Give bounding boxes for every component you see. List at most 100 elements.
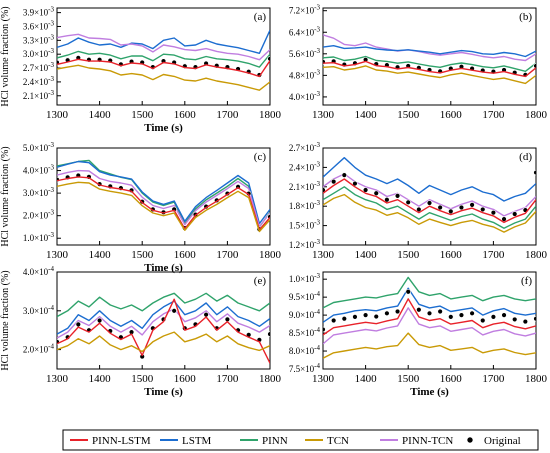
original-point <box>57 176 60 183</box>
original-point <box>267 56 270 62</box>
y-tick-label: 2.4×10-3 <box>289 160 321 172</box>
original-point <box>96 317 103 324</box>
x-tick-label: 1600 <box>174 249 197 261</box>
original-point <box>511 316 518 323</box>
series-line-pinn-lstm <box>323 60 536 78</box>
y-tick-label: 4.8×10-3 <box>289 68 321 80</box>
original-point <box>323 326 326 333</box>
y-axis-label: HCl volume fraction (%) <box>0 270 11 370</box>
y-tick-label: 3.3×10-3 <box>23 33 55 45</box>
x-tick-label: 1400 <box>89 373 112 385</box>
y-tick-label: 1.2×10-3 <box>289 238 321 250</box>
plot-area <box>322 7 537 106</box>
y-tick-label: 3.0×10-3 <box>23 47 55 59</box>
series-line-pinn-lstm <box>57 298 270 364</box>
y-tick-label: 3.6×10-3 <box>23 19 55 31</box>
y-tick-label: 3.9×10-3 <box>23 6 55 18</box>
y-axis-label: HCl volume fraction (%) <box>0 6 11 106</box>
x-tick-label: 1800 <box>525 109 548 121</box>
original-point <box>437 204 443 211</box>
y-tick-label: 6.4×10-3 <box>289 25 321 37</box>
y-tick-label: 8.0×10-4 <box>289 344 321 356</box>
original-point <box>490 314 497 320</box>
x-tick-label: 1300 <box>312 109 335 121</box>
series-line-pinn-tcn <box>323 307 536 345</box>
x-tick-label: 1500 <box>397 249 420 261</box>
original-point <box>469 310 475 317</box>
legend-item-lstm: LSTM <box>160 435 212 447</box>
y-tick-label: 2.0×10-3 <box>23 209 55 221</box>
y-tick-label: 4.0×10-4 <box>23 265 55 277</box>
x-tick-label: 1600 <box>174 373 197 385</box>
panel-a: 1300 1400 1500 1600 1700 1800 2.1×10-3 2.4×10-3… <box>0 6 282 134</box>
y-tick-label: 2.4×10-3 <box>23 75 55 87</box>
original-point <box>469 202 475 208</box>
x-tick-label: 1400 <box>89 249 112 261</box>
legend-label: TCN <box>327 435 349 447</box>
x-tick-label: 1700 <box>216 373 239 385</box>
original-point <box>362 187 369 193</box>
plot-area <box>56 271 271 370</box>
original-point <box>362 312 369 318</box>
x-tick-label: 1800 <box>259 109 282 121</box>
x-tick-label: 1300 <box>46 249 69 261</box>
series-line-lstm <box>57 160 270 225</box>
y-tick-label: 7.2×10-3 <box>289 4 321 16</box>
original-point <box>267 331 270 337</box>
x-tick-label: 1400 <box>355 109 378 121</box>
original-point <box>511 211 518 217</box>
panel-e: 1300 1400 1500 1600 1700 1800 2.0×10-4 3.0×10-4… <box>0 265 282 398</box>
panel-b: 1300 1400 1500 1600 1700 1800 4.0×10-3 4.8×10-3… <box>289 4 548 121</box>
x-tick-label: 1400 <box>355 249 378 261</box>
y-tick-label: 4.0×10-3 <box>289 90 321 102</box>
y-tick-label: 9.0×10-4 <box>289 308 321 320</box>
original-point <box>416 307 422 313</box>
original-point <box>533 316 536 322</box>
series-line-tcn <box>323 65 536 85</box>
series-line-lstm <box>323 45 536 58</box>
series-line-pinn-tcn <box>57 33 270 61</box>
x-tick-label: 1800 <box>259 373 282 385</box>
x-tick-label: 1700 <box>216 109 239 121</box>
original-point <box>373 190 379 196</box>
x-tick-label: 1500 <box>131 373 154 385</box>
x-tick-label: 1700 <box>482 249 505 261</box>
legend-marker <box>466 436 474 444</box>
original-point <box>533 169 536 176</box>
original-point <box>437 308 443 315</box>
original-point <box>522 318 529 325</box>
y-tick-label: 3.0×10-3 <box>23 186 55 198</box>
y-tick-label: 2.1×10-3 <box>289 180 321 192</box>
legend-label: LSTM <box>182 435 212 447</box>
original-point <box>330 178 337 185</box>
original-point <box>394 308 401 315</box>
original-point <box>533 63 536 69</box>
original-point <box>384 197 390 203</box>
original-point <box>458 204 465 211</box>
original-point <box>373 313 379 320</box>
series-line-pinn <box>57 159 270 228</box>
panel-d: 1300 1400 1500 1600 1700 1800 1.2×10-3 1.5×10-3… <box>289 141 548 261</box>
original-point <box>384 310 390 317</box>
plot-area <box>322 147 537 246</box>
series-line-pinn <box>323 276 536 309</box>
y-tick-label: 3.0×10-4 <box>23 304 55 316</box>
x-tick-label: 1700 <box>482 109 505 121</box>
series-line-pinn <box>323 186 536 229</box>
y-tick-label: 5.0×10-3 <box>23 141 55 153</box>
x-tick-label: 1500 <box>131 109 154 121</box>
x-tick-label: 1800 <box>259 249 282 261</box>
x-tick-label: 1700 <box>216 249 239 261</box>
series-line-pinn-lstm <box>323 178 536 224</box>
original-point <box>480 317 486 324</box>
panel-label: (b) <box>519 11 532 23</box>
series-line-tcn <box>57 331 270 353</box>
x-tick-label: 1500 <box>131 249 154 261</box>
y-tick-label: 2.0×10-4 <box>23 343 55 355</box>
x-tick-label: 1600 <box>174 109 197 121</box>
x-tick-label: 1500 <box>397 109 420 121</box>
y-tick-label: 1.8×10-3 <box>289 199 321 211</box>
original-point <box>171 308 177 314</box>
series-line-pinn <box>57 50 270 68</box>
